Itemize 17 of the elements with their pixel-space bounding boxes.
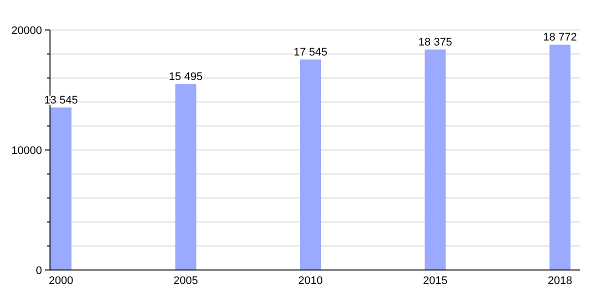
x-tick-label: 2005 <box>174 275 198 287</box>
data-label: 17 545 <box>294 46 328 58</box>
bar <box>300 59 321 270</box>
data-label: 18 772 <box>543 32 577 44</box>
y-tick-label: 0 <box>36 264 42 277</box>
x-tick-label: 2010 <box>298 275 323 287</box>
data-label: 15 495 <box>168 71 203 84</box>
y-tick-label: 20000 <box>11 24 42 37</box>
y-tick-label: 10000 <box>11 144 42 157</box>
x-tick-label: 2000 <box>48 275 74 287</box>
bar <box>550 44 570 270</box>
bar <box>175 84 196 270</box>
x-tick-label: 2018 <box>548 275 572 287</box>
bar <box>50 107 72 270</box>
bar <box>424 50 446 270</box>
x-tick-label: 2015 <box>423 275 448 287</box>
data-label: 18 375 <box>418 36 452 48</box>
